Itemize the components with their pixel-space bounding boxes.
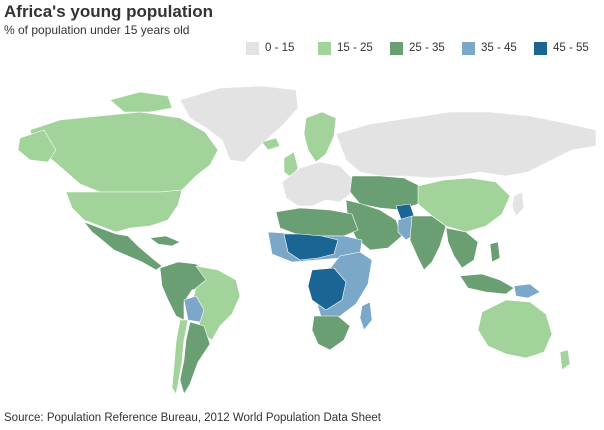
source-note: Source: Population Reference Bureau, 201… <box>4 412 381 424</box>
region-bolivia <box>183 295 205 323</box>
legend-label: 0 - 15 <box>265 42 295 54</box>
region-australia <box>477 299 553 359</box>
legend-item-25-35: 25 - 35 <box>390 40 445 56</box>
region-west-central-africa <box>283 233 339 261</box>
legend-swatch <box>390 41 403 55</box>
region-scandinavia <box>303 111 337 163</box>
legend-item-45-55: 45 - 55 <box>534 40 589 56</box>
legend-label: 25 - 35 <box>409 42 445 54</box>
region-canada <box>29 111 219 193</box>
legend-swatch <box>534 41 547 55</box>
region-iceland <box>261 137 281 151</box>
region-madagascar <box>359 301 373 331</box>
legend-item-15-25: 15 - 25 <box>318 40 373 56</box>
region-mexico <box>83 221 163 271</box>
region-usa <box>65 189 183 233</box>
legend-item-35-45: 35 - 45 <box>462 40 517 56</box>
chart-subtitle: % of population under 15 years old <box>4 23 190 37</box>
legend-swatch <box>318 41 331 55</box>
region-new-zealand <box>559 349 571 371</box>
legend-swatch <box>462 41 475 55</box>
region-chile <box>171 319 189 395</box>
legend: 0 - 15 15 - 25 25 - 35 35 - 45 45 - 55 <box>246 40 600 56</box>
region-andes <box>159 261 211 321</box>
region-argentina <box>179 321 211 395</box>
legend-swatch <box>246 41 259 55</box>
region-indonesia <box>459 273 515 295</box>
region-alaska <box>17 129 57 163</box>
region-western-europe <box>281 161 353 207</box>
region-india <box>409 215 447 271</box>
legend-item-0-15: 0 - 15 <box>246 40 294 56</box>
region-china <box>417 177 511 233</box>
legend-label: 35 - 45 <box>481 42 517 54</box>
region-canada-islands <box>109 91 173 113</box>
region-papua-new-guinea <box>513 283 541 299</box>
region-congo-basin <box>307 267 347 311</box>
region-southern-africa <box>311 315 351 351</box>
region-north-africa <box>275 207 359 237</box>
legend-label: 45 - 55 <box>553 42 589 54</box>
region-philippines <box>489 241 501 263</box>
region-japan <box>511 191 525 217</box>
region-brazil <box>191 265 241 341</box>
region-greenland <box>179 85 299 163</box>
region-southeast-asia <box>445 227 479 269</box>
legend-label: 15 - 25 <box>337 42 373 54</box>
region-russia <box>335 111 597 179</box>
region-caribbean <box>149 235 181 247</box>
chart-title: Africa's young population <box>4 2 213 21</box>
world-map <box>17 85 597 395</box>
